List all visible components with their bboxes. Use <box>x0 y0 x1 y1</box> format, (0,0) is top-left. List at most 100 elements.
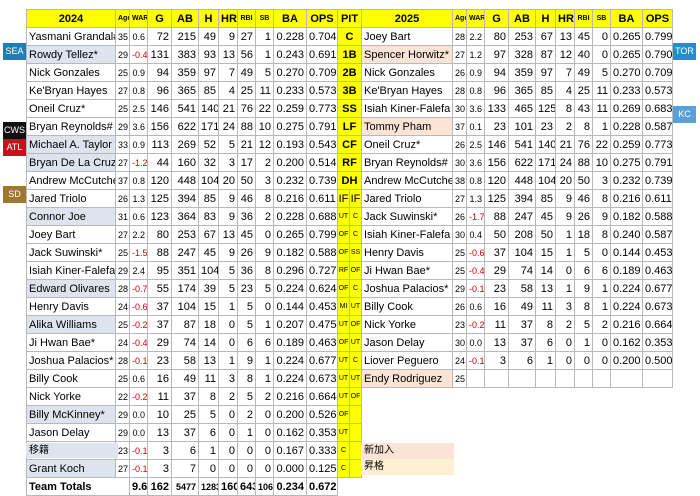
stat-hr: 4 <box>218 81 238 100</box>
stat-ops: 0.677 <box>642 279 673 298</box>
stat-age: 26 <box>115 189 130 208</box>
stat-war: 0.1 <box>466 117 485 136</box>
stat-sb: 0 <box>255 225 274 244</box>
stat-hr: 24 <box>218 117 238 136</box>
col-h: H <box>535 9 556 28</box>
stat-hr: 0 <box>218 405 238 424</box>
stat-h: 6 <box>535 333 556 352</box>
stat-hr: 5 <box>218 135 238 154</box>
stat-ab: 37 <box>508 315 536 334</box>
table-row: Henry Davis 24 -0.6 37 104 15 1 5 0 0.144 0.453 <box>26 297 338 316</box>
stat-age: 37 <box>452 117 467 136</box>
stat-rbi: 5 <box>237 315 256 334</box>
player-name: Andrew McCutchen <box>26 171 116 190</box>
stat-ba: 0.162 <box>610 333 643 352</box>
stat-ops: 0.799 <box>306 225 338 244</box>
legend-transfer: 移籍 <box>26 443 118 458</box>
table-row: Connor Joe 31 0.6 123 364 83 9 36 2 0.228 0.688 <box>26 207 338 226</box>
stat-sb: 22 <box>255 99 274 118</box>
stat-g: 37 <box>147 315 172 334</box>
bench-position: OF <box>337 225 350 244</box>
stat-hr: 0 <box>555 351 575 370</box>
player-name: Ke'Bryan Hayes <box>26 81 116 100</box>
stat-hr: 21 <box>218 99 238 118</box>
table-row: Nick Gonzales 25 0.9 94 359 97 7 49 5 0.270 0.709 <box>26 63 338 82</box>
stat-g <box>484 369 509 388</box>
stat-rbi: 23 <box>237 279 256 298</box>
col-h: H <box>198 9 219 28</box>
right-header-row: 2025 Age WAR G AB H HR RBI SB BA OPS <box>361 9 673 28</box>
stat-sb: 6 <box>255 333 274 352</box>
stat-sb: 8 <box>592 189 611 208</box>
stat-rbi: 36 <box>237 207 256 226</box>
stat-war: -0.1 <box>129 351 148 370</box>
stat-ba: 0.167 <box>273 441 307 460</box>
stat-rbi: 50 <box>574 171 593 190</box>
col-ops: OPS <box>642 9 673 28</box>
col-g: G <box>147 9 172 28</box>
stat-h: 83 <box>198 207 219 226</box>
stat-sb: 0 <box>255 423 274 442</box>
bench-position: C <box>349 225 362 244</box>
stat-h: 32 <box>198 153 219 172</box>
table-row: Joey Bart 27 2.2 80 253 67 13 45 0 0.265 0.799 <box>26 225 338 244</box>
stat-ba: 0.216 <box>273 189 307 208</box>
stat-rbi: 36 <box>237 261 256 280</box>
player-name: Oneil Cruz* <box>26 99 116 118</box>
stat-g: 146 <box>147 99 172 118</box>
table-row: Henry Davis 25 -0.6 37 104 15 1 5 0 0.144 0.453 <box>361 243 673 262</box>
stat-ops: 0.543 <box>306 135 338 154</box>
table-row: Bryan Reynolds# 29 3.6 156 622 171 24 88 10 0.275… <box>26 117 338 136</box>
stat-age: 28 <box>452 81 467 100</box>
player-name: Jason Delay <box>361 333 453 352</box>
stat-g: 29 <box>147 333 172 352</box>
bench-position: C <box>337 459 350 478</box>
stat-ab: 101 <box>508 117 536 136</box>
stat-h: 85 <box>535 189 556 208</box>
stat-rbi: 5 <box>237 297 256 316</box>
stat-sb: 5 <box>255 279 274 298</box>
table-row: Spencer Horwitz* 27 1.2 97 328 87 12 40 0 0.265 0.… <box>361 45 673 64</box>
stat-h: 171 <box>198 117 219 136</box>
stat-sb: 1 <box>255 27 274 46</box>
stat-sb: 0 <box>592 27 611 46</box>
stat-ops: 0.353 <box>642 333 673 352</box>
stat-h: 104 <box>198 171 219 190</box>
stat-h: 8 <box>535 315 556 334</box>
stat-age: 27 <box>115 459 130 478</box>
stat-hr: 9 <box>218 243 238 262</box>
stat-h: 85 <box>198 81 219 100</box>
left-roster-table: 2024 Age WAR G AB H HR RBI SB BA OPS Yas… <box>26 9 338 496</box>
stat-rbi: 9 <box>574 279 593 298</box>
stat-age: 28 <box>115 279 130 298</box>
stat-war: 1.3 <box>466 189 485 208</box>
player-name: Bryan De La Cruz <box>26 153 116 172</box>
stat-ops <box>642 369 673 388</box>
stat-age: 30 <box>452 99 467 118</box>
col-ba: BA <box>610 9 643 28</box>
stat-g: 96 <box>147 81 172 100</box>
stat-ops: 0.333 <box>306 441 338 460</box>
stat-rbi: 1 <box>237 423 256 442</box>
stat-rbi: 88 <box>574 153 593 172</box>
stat-g: 72 <box>147 27 172 46</box>
stat-g: 131 <box>147 45 172 64</box>
stat-ops: 0.673 <box>306 369 338 388</box>
bench-position <box>349 459 362 478</box>
stat-hr: 7 <box>555 63 575 82</box>
stat-h: 87 <box>535 45 556 64</box>
stat-rbi: 6 <box>237 333 256 352</box>
stat-war: -0.7 <box>129 279 148 298</box>
stat-ab: 465 <box>508 99 536 118</box>
stat-h: 140 <box>535 135 556 154</box>
stat-rbi: 26 <box>574 207 593 226</box>
player-name: Rowdy Tellez* <box>26 45 116 64</box>
bench-position: UT <box>337 387 350 406</box>
stat-age: 30 <box>452 333 467 352</box>
stat-rbi: 46 <box>574 189 593 208</box>
stat-age: 25 <box>115 369 130 388</box>
stat-war: 3.6 <box>466 99 485 118</box>
stat-rbi <box>574 369 593 388</box>
player-name: Liover Peguero <box>361 351 453 370</box>
stat-ba: 0.224 <box>273 351 307 370</box>
